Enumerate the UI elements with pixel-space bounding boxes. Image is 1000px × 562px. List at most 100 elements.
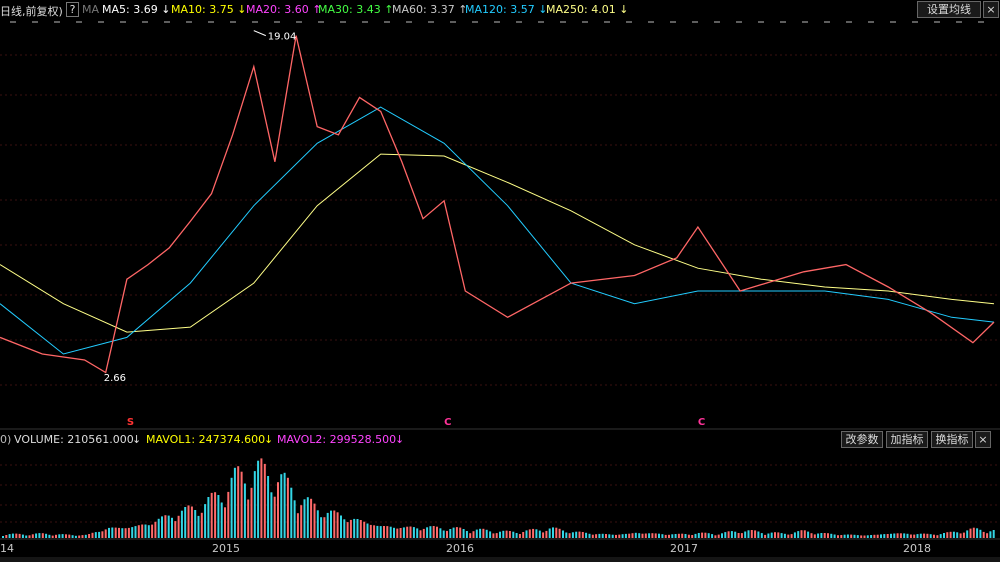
volume-bar bbox=[121, 528, 124, 538]
volume-bar bbox=[84, 534, 87, 538]
volume-bar bbox=[664, 534, 667, 538]
volume-bar bbox=[770, 532, 773, 538]
volume-bar bbox=[283, 472, 286, 538]
volume-bar bbox=[18, 533, 21, 538]
volume-bar bbox=[108, 527, 110, 538]
volume-bar bbox=[383, 526, 385, 538]
volume-bar bbox=[860, 535, 863, 538]
volume-bar bbox=[638, 533, 641, 538]
volume-bar bbox=[677, 533, 680, 538]
volume-bar bbox=[913, 534, 916, 538]
volume-bar bbox=[134, 526, 137, 538]
volume-bar bbox=[263, 463, 266, 538]
change-indicator-button[interactable]: 换指标 bbox=[931, 431, 973, 448]
edit-params-button[interactable]: 改参数 bbox=[841, 431, 883, 448]
volume-bar bbox=[876, 534, 879, 538]
volume-bar bbox=[197, 515, 200, 538]
volume-bar bbox=[522, 532, 525, 538]
volume-bar bbox=[280, 474, 283, 538]
volume-bar bbox=[489, 531, 492, 538]
volume-bar bbox=[581, 532, 584, 538]
volume-bar bbox=[48, 534, 51, 538]
volume-bar bbox=[744, 531, 747, 538]
volume-bar bbox=[783, 533, 786, 538]
volume-bar bbox=[691, 535, 694, 538]
volume-bar bbox=[257, 460, 260, 538]
ma-settings-button[interactable]: 设置均线 bbox=[917, 1, 981, 18]
volume-bar bbox=[449, 529, 452, 538]
volume-bar bbox=[479, 528, 482, 538]
volume-bar bbox=[349, 519, 352, 538]
volume-bar bbox=[909, 534, 912, 538]
volume-bar bbox=[373, 525, 376, 538]
volume-bar bbox=[190, 506, 193, 538]
volume-bar bbox=[661, 534, 664, 538]
volume-bar bbox=[243, 483, 246, 538]
volume-bar bbox=[363, 521, 366, 538]
volume-bar bbox=[585, 532, 588, 538]
volume-value: VOLUME: 210561.000 bbox=[14, 433, 134, 446]
volume-close-icon[interactable]: × bbox=[975, 431, 991, 448]
volume-bar bbox=[35, 533, 38, 538]
volume-bar bbox=[644, 533, 647, 538]
volume-bar bbox=[495, 533, 498, 538]
x-tick-label: 2016 bbox=[446, 542, 474, 555]
volume-bar bbox=[764, 534, 767, 538]
volume-bar bbox=[578, 531, 581, 538]
volume-bar bbox=[843, 534, 846, 538]
volume-bar bbox=[247, 499, 250, 538]
volume-bar bbox=[674, 534, 677, 538]
volume-bar bbox=[58, 534, 61, 538]
volume-bar bbox=[214, 492, 217, 538]
volume-bar bbox=[724, 532, 727, 538]
volume-bar bbox=[492, 533, 495, 538]
volume-bar bbox=[323, 517, 326, 538]
volume-bar bbox=[51, 535, 54, 538]
mavol1-value: MAVOL1: 247374.600 bbox=[146, 433, 266, 446]
volume-bar bbox=[989, 531, 992, 538]
volume-bar bbox=[873, 534, 876, 538]
volume-bar bbox=[906, 533, 909, 538]
volume-bar bbox=[68, 534, 71, 538]
volume-bar bbox=[687, 534, 690, 538]
volume-bar bbox=[717, 534, 720, 538]
volume-bar bbox=[177, 515, 180, 538]
volume-bar bbox=[846, 534, 849, 538]
volume-bar bbox=[475, 529, 478, 538]
volume-bar bbox=[300, 505, 303, 538]
volume-bar bbox=[78, 535, 81, 538]
signal-marker: C bbox=[698, 417, 705, 428]
volume-bar bbox=[333, 510, 336, 538]
volume-bar bbox=[618, 534, 621, 538]
volume-bar bbox=[485, 529, 488, 538]
help-icon[interactable]: ? bbox=[66, 2, 79, 17]
volume-bar bbox=[923, 533, 926, 538]
volume-bar bbox=[694, 533, 697, 538]
volume-bar bbox=[813, 534, 816, 538]
volume-bar bbox=[61, 534, 64, 538]
signal-marker: S bbox=[127, 417, 134, 428]
ma10-value: MA10: 3.75 ↓ bbox=[171, 3, 247, 16]
volume-bar bbox=[830, 533, 833, 538]
close-icon[interactable]: × bbox=[983, 1, 999, 18]
volume-bar bbox=[747, 530, 750, 538]
volume-bar bbox=[545, 530, 548, 538]
volume-bar bbox=[631, 533, 634, 538]
volume-bar bbox=[883, 534, 886, 538]
volume-bar bbox=[409, 526, 412, 538]
volume-bar bbox=[946, 532, 949, 538]
volume-bar bbox=[916, 534, 919, 538]
volume-bar bbox=[863, 535, 866, 538]
volume-bar bbox=[416, 528, 419, 538]
volume-bar bbox=[406, 526, 409, 538]
volume-bar bbox=[8, 534, 11, 538]
add-indicator-button[interactable]: 加指标 bbox=[886, 431, 928, 448]
volume-bar bbox=[555, 527, 558, 538]
volume-bar bbox=[939, 534, 942, 538]
ma250-value: MA250: 4.01 ↓ bbox=[546, 3, 629, 16]
volume-bar bbox=[5, 535, 8, 538]
volume-bar bbox=[856, 535, 859, 538]
volume-bar bbox=[969, 528, 972, 538]
low-price-label: 2.66 bbox=[104, 373, 126, 384]
